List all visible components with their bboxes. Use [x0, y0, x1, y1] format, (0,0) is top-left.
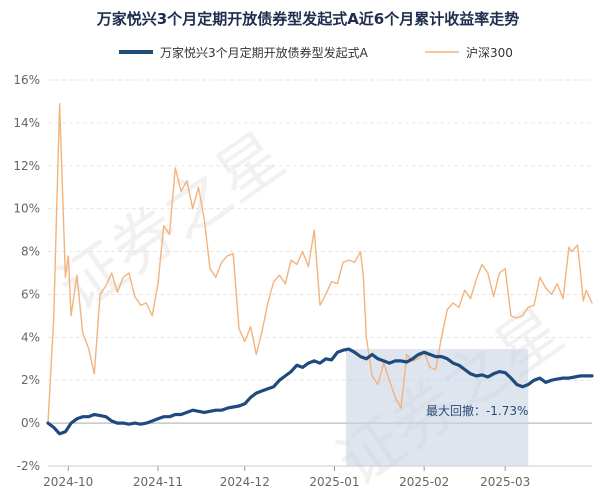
y-tick-label: 12% — [13, 159, 40, 173]
series-lines — [46, 102, 594, 436]
x-tick-label: 2025-02 — [399, 475, 449, 489]
y-tick-label: 4% — [21, 330, 40, 344]
x-tick-label: 2024-10 — [43, 475, 93, 489]
y-tick-label: 10% — [13, 202, 40, 216]
y-tick-label: 6% — [21, 287, 40, 301]
x-tick-label: 2025-03 — [480, 475, 530, 489]
max-drawdown-area — [346, 349, 529, 466]
y-tick-label: 2% — [21, 373, 40, 387]
chart-title: 万家悦兴3个月定期开放债券型发起式A近6个月累计收益率走势 — [96, 10, 520, 28]
y-tick-label: -2% — [17, 459, 40, 473]
x-tick-label: 2024-12 — [220, 475, 270, 489]
y-tick-label: 16% — [13, 73, 40, 87]
y-tick-label: 0% — [21, 416, 40, 430]
y-tick-label: 14% — [13, 116, 40, 130]
max-drawdown-label: 最大回撤：-1.73% — [426, 403, 528, 418]
legend-label-fund: 万家悦兴3个月定期开放债券型发起式A — [160, 45, 369, 60]
max-drawdown-rect — [346, 349, 529, 466]
x-axis-ticks: 2024-10 2024-11 2024-12 2025-01 2025-02 2025-… — [43, 475, 530, 489]
x-tick-label: 2024-11 — [133, 475, 183, 489]
series-line-fund — [46, 347, 594, 436]
legend-label-index: 沪深300 — [466, 46, 513, 60]
watermark-text-1: 证券之星 — [46, 119, 298, 326]
x-tick-label: 2025-01 — [309, 475, 359, 489]
y-axis-ticks: -2% 0% 2% 4% 6% 8% 10% 12% 14% 16% — [13, 73, 40, 473]
series-line-index — [47, 102, 593, 424]
legend: 万家悦兴3个月定期开放债券型发起式A 沪深300 — [119, 45, 513, 60]
y-tick-label: 8% — [21, 245, 40, 259]
